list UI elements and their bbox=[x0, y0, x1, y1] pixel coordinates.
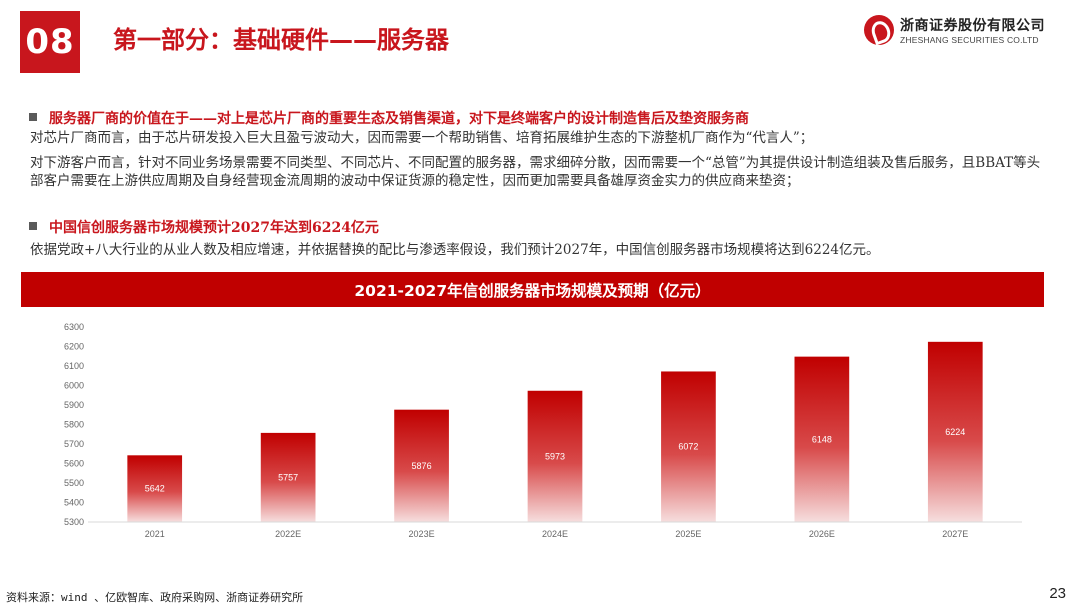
bars-group: 5642 5757 5876 5973 6072 6148 6224 bbox=[127, 341, 983, 522]
bar-value-label: 5973 bbox=[545, 451, 565, 461]
bullet-title-1-text: 服务器厂商的价值在于——对上是芯片厂商的重要生态及销售渠道，对下是终端客户的设计… bbox=[49, 111, 749, 127]
x-tick-label: 2022E bbox=[275, 529, 301, 539]
brand-name-cn: 浙商证券股份有限公司 bbox=[900, 18, 1045, 34]
x-tick-label: 2024E bbox=[542, 529, 568, 539]
bar-2024E bbox=[527, 390, 583, 522]
bar-2025E bbox=[661, 371, 716, 522]
bullet-title-1: 服务器厂商的价值在于——对上是芯片厂商的重要生态及销售渠道，对下是终端客户的设计… bbox=[29, 108, 749, 128]
bar-value-label: 5876 bbox=[412, 461, 432, 471]
source-note: 资料来源：wind 、亿欧智库、政府采购网、浙商证券研究所 bbox=[6, 591, 304, 604]
x-axis: 2021 2022E 2023E 2024E 2025E 2026E 2027E bbox=[88, 521, 1022, 539]
bar-value-label: 6224 bbox=[945, 427, 965, 437]
paragraph-downstream-customers: 对下游客户而言，针对不同业务场景需要不同类型、不同芯片、不同配置的服务器，需求细… bbox=[30, 155, 1041, 189]
brand-logo-block: 浙商证券股份有限公司 ZHESHANG SECURITIES CO.LTD bbox=[864, 15, 1045, 45]
y-tick-label: 6300 bbox=[64, 322, 84, 332]
x-tick-label: 2026E bbox=[809, 529, 835, 539]
section-title: 第一部分：基础硬件——服务器 bbox=[113, 26, 449, 54]
y-tick-label: 6000 bbox=[64, 381, 84, 391]
y-axis: 5300 5400 5500 5600 5700 5800 5900 6000 6100 6200… bbox=[64, 322, 84, 527]
paragraph-market-forecast: 依据党政+八大行业的从业人数及相应增速，并依据替换的配比与渗透率假设，我们预计2… bbox=[30, 242, 880, 258]
y-tick-label: 5900 bbox=[64, 400, 84, 410]
y-tick-label: 5600 bbox=[64, 459, 84, 469]
paragraph-chip-vendors: 对芯片厂商而言，由于芯片研发投入巨大且盈亏波动大，因而需要一个帮助销售、培育拓展… bbox=[30, 130, 814, 146]
y-tick-label: 5400 bbox=[64, 498, 84, 508]
y-tick-label: 6200 bbox=[64, 342, 84, 352]
brand-logo-icon bbox=[864, 15, 894, 45]
x-tick-label: 2027E bbox=[942, 529, 968, 539]
bullet-title-2: 中国信创服务器市场规模预计2027年达到6224亿元 bbox=[29, 217, 379, 237]
bar-value-label: 6148 bbox=[812, 434, 832, 444]
bar-chart: 5300 5400 5500 5600 5700 5800 5900 6000 6100 6200… bbox=[64, 322, 1022, 539]
chart-title-banner: 2021-2027年信创服务器市场规模及预期（亿元） bbox=[21, 272, 1044, 307]
bar-2023E bbox=[394, 409, 449, 522]
section-number-badge: 08 bbox=[20, 11, 80, 73]
y-tick-label: 5300 bbox=[64, 517, 84, 527]
y-tick-label: 5700 bbox=[64, 439, 84, 449]
bar-2026E bbox=[794, 356, 850, 522]
brand-name-en: ZHESHANG SECURITIES CO.LTD bbox=[900, 35, 1039, 45]
bar-2022E bbox=[260, 432, 316, 522]
bar-value-label: 6072 bbox=[678, 442, 698, 452]
bar-value-label: 5642 bbox=[145, 484, 165, 494]
x-tick-label: 2025E bbox=[675, 529, 701, 539]
x-tick-label: 2023E bbox=[409, 529, 435, 539]
y-tick-label: 6100 bbox=[64, 361, 84, 371]
y-tick-label: 5800 bbox=[64, 420, 84, 430]
bullet-square-icon bbox=[29, 222, 37, 230]
bullet-title-2-text: 中国信创服务器市场规模预计2027年达到6224亿元 bbox=[49, 220, 379, 236]
bullet-square-icon bbox=[29, 113, 37, 121]
bar-value-label: 5757 bbox=[278, 472, 298, 482]
page-number: 23 bbox=[1049, 585, 1066, 602]
x-tick-label: 2021 bbox=[145, 529, 165, 539]
bar-2027E bbox=[927, 341, 983, 522]
y-tick-label: 5500 bbox=[64, 478, 84, 488]
bar-2021 bbox=[127, 455, 183, 522]
